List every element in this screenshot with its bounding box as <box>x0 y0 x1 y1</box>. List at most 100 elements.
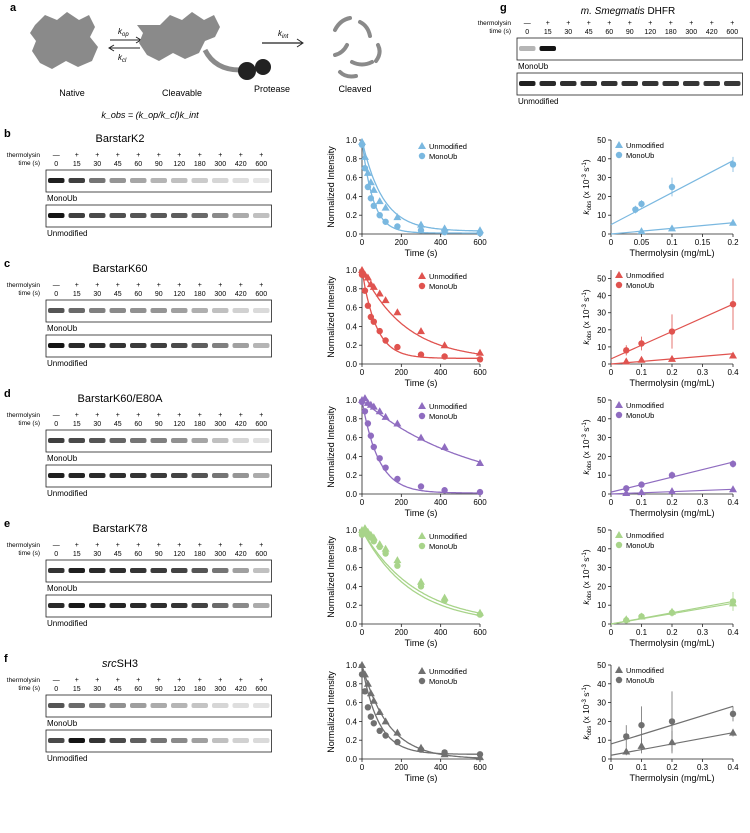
kobs-b-point-monoub <box>638 200 645 208</box>
row-e-lane-sign: + <box>239 542 243 549</box>
row-b-gel-band <box>48 178 65 183</box>
decay-f-legend-marker-unmodified <box>418 667 426 674</box>
kobs-d-point-monoub <box>668 472 676 479</box>
decay-d-y-tick-label: 0.8 <box>346 415 358 424</box>
row-d-gel-band <box>212 473 229 478</box>
decay-e-legend-marker-monoub <box>418 542 426 550</box>
decay-f-y-tick-label: 0.0 <box>346 755 358 764</box>
kobs-f-legend-marker-monoub <box>615 676 623 684</box>
kobs-c-point-monoub <box>638 340 645 347</box>
kobs-e-y-tick-label: 10 <box>597 601 606 610</box>
row-d-gel-band <box>171 473 188 478</box>
kobs-e-x-tick-label: 0 <box>609 628 614 637</box>
panel-g-gel-band <box>703 81 720 86</box>
row-b-gel-band <box>212 213 229 218</box>
decay-b-point-monoub <box>441 228 448 236</box>
kobs-b-x-tick-label: 0 <box>609 238 614 247</box>
panel-letter-f: f <box>4 653 8 665</box>
decay-e-x-tick-label: 200 <box>395 628 409 637</box>
panel-g-lane-sign: + <box>689 20 693 27</box>
row-d-lane-time: 15 <box>73 421 81 428</box>
kobs-b-point-monoub <box>668 183 676 191</box>
kobs-c-x-tick-label: 0.2 <box>666 368 678 377</box>
row-f-gel-band <box>109 703 126 708</box>
row-f-gel-band <box>109 738 126 743</box>
kobs-f-y-tick-label: 30 <box>597 699 606 708</box>
kobs-d-point-monoub <box>623 485 630 492</box>
decay-f-x-tick-label: 200 <box>395 763 409 772</box>
panel-letter-c: c <box>4 258 10 270</box>
row-f-lane-time: 30 <box>93 686 101 693</box>
decay-e-point-monoub <box>476 611 484 618</box>
row-f-lane-time: 45 <box>114 686 122 693</box>
protease-label: Protease <box>254 84 290 94</box>
kobs-b-y-tick-label: 20 <box>597 192 606 201</box>
row-c-lane-time: 0 <box>54 291 58 298</box>
decay-f-legend-marker-monoub <box>418 677 426 685</box>
row-c-lane-sign: + <box>136 282 140 289</box>
decay-f-point-monoub <box>441 749 448 756</box>
panel-g-gel-label: MonoUb <box>518 62 549 71</box>
decay-b-point-unmodified <box>381 203 390 211</box>
kobs-c-point-monoub <box>668 328 676 335</box>
row-e-lane-time: 180 <box>194 551 206 558</box>
decay-d-legend-unmodified: Unmodified <box>429 402 467 411</box>
decay-f-point-monoub <box>367 713 375 720</box>
row-c-gel-band <box>48 308 65 313</box>
row-f-gel-band <box>48 703 65 708</box>
kobs-d-legend-marker-unmodified <box>615 401 623 408</box>
kobs-f-point-monoub <box>729 710 737 718</box>
row-b-gel-band <box>89 213 106 218</box>
kobs-d-x-tick-label: 0.1 <box>636 498 648 507</box>
row-d-lane-sign: — <box>53 412 60 419</box>
decay-c-x-tick-label: 0 <box>360 368 365 377</box>
decay-c-point-monoub <box>358 271 366 278</box>
panel-g-gel-band <box>662 81 679 86</box>
row-c-lane-sign: + <box>177 282 181 289</box>
row-c-gel-band <box>150 308 167 313</box>
row-d-lane-sign: + <box>259 412 263 419</box>
kobs-d-x-tick-label: 0.3 <box>697 498 709 507</box>
decay-b-y-label: Normalized Intensity <box>326 146 336 228</box>
decay-c-x-label: Time (s) <box>405 378 438 388</box>
decay-b-point-monoub <box>394 223 401 230</box>
decay-d-point-monoub <box>417 483 425 490</box>
decay-f-y-tick-label: 0.4 <box>346 717 358 726</box>
kobs-f-x-tick-label: 0.4 <box>727 763 739 772</box>
row-b-lane-sign: — <box>53 152 60 159</box>
kobs-b-x-tick-label: 0.1 <box>666 238 678 247</box>
row-c-time-label: time (s) <box>18 290 40 297</box>
row-b-gel-band <box>253 178 270 183</box>
panel-g-lane-sign: + <box>628 20 632 27</box>
row-f-gel-band <box>89 703 106 708</box>
row-d-gel-band <box>253 473 270 478</box>
row-e-lane-sign: + <box>116 542 120 549</box>
row-c-gel-band <box>68 343 85 348</box>
decay-c-y-tick-label: 0.2 <box>346 341 358 350</box>
kobs-d-y-label: kobs (x 10-3 s-1) <box>581 419 593 475</box>
row-b-lane-time: 90 <box>155 161 163 168</box>
row-e-lane-time: 0 <box>54 551 58 558</box>
kobs-d-point-monoub <box>638 481 645 488</box>
panel-a-schematic: a Native kop kcl Cleavable Protease kint… <box>10 2 382 120</box>
row-b-lane-sign: + <box>136 152 140 159</box>
panel-g-gel-frame <box>516 37 743 61</box>
row-c-lane-sign: + <box>259 282 263 289</box>
row-f-lane-time: 120 <box>173 686 185 693</box>
decay-c-y-tick-label: 1.0 <box>346 266 358 275</box>
panel-g-lane-sign: + <box>730 20 734 27</box>
row-e-lane-sign: + <box>75 542 79 549</box>
row-e-lane-sign: — <box>53 542 60 549</box>
row-d-lane-time: 180 <box>194 421 206 428</box>
row-d-lane-time: 60 <box>134 421 142 428</box>
decay-e-x-tick-label: 400 <box>434 628 448 637</box>
decay-f-y-label: Normalized Intensity <box>326 671 336 753</box>
panel-g-title: m. Smegmatis DHFR <box>581 6 675 17</box>
decay-d-point-monoub <box>376 455 383 462</box>
row-c-lane-time: 15 <box>73 291 81 298</box>
row-f-gel-band <box>212 703 229 708</box>
kobs-c-y-tick-label: 20 <box>597 326 606 335</box>
decay-b-point-monoub <box>358 141 366 148</box>
panel-letter-g: g <box>500 2 507 14</box>
